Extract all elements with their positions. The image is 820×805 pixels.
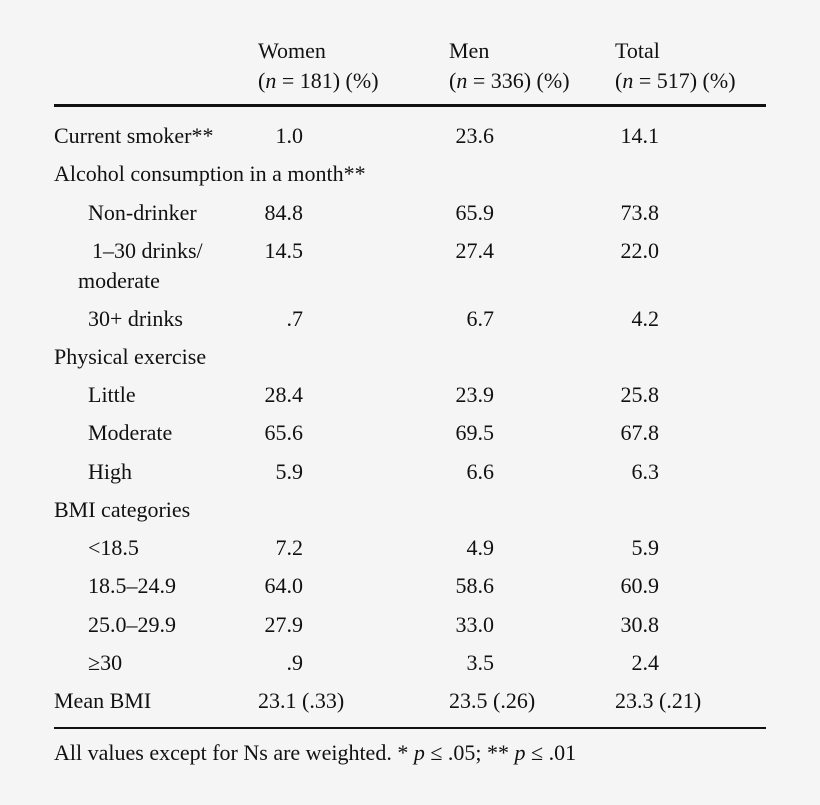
header-total: Total (n = 517) (%)	[615, 36, 736, 96]
table-row: ≥30 .9 3.5 2.4	[0, 644, 820, 682]
cell-men: 6.7	[466, 306, 495, 331]
cell-men: 23.5 (.26)	[449, 688, 536, 713]
row-label: <18.5	[88, 535, 139, 560]
row-label: ≥30	[88, 650, 123, 675]
cell-women: .7	[286, 306, 304, 331]
top-rule	[54, 104, 766, 107]
header-title: Women	[258, 38, 326, 63]
cell-women: 14.5	[264, 238, 304, 263]
cell-total: 4.2	[631, 306, 660, 331]
header-men: Men (n = 336) (%)	[449, 36, 570, 96]
header-n: (n = 181) (%)	[258, 68, 379, 93]
cell-women: 84.8	[264, 200, 304, 225]
cell-total: 2.4	[631, 650, 660, 675]
cell-men: 23.6	[455, 123, 495, 148]
cell-total: 25.8	[620, 382, 660, 407]
cell-men: 69.5	[455, 420, 495, 445]
cell-men: 33.0	[455, 612, 495, 637]
cell-total: 73.8	[620, 200, 660, 225]
cell-women: 7.2	[275, 535, 304, 560]
row-label: Non-drinker	[88, 200, 197, 225]
row-label: Alcohol consumption in a month**	[54, 161, 366, 186]
cell-total: 30.8	[620, 612, 660, 637]
cell-total: 5.9	[631, 535, 660, 560]
header-n: (n = 336) (%)	[449, 68, 570, 93]
cell-women: 1.0	[275, 123, 304, 148]
footnote: All values except for Ns are weighted. *…	[54, 740, 577, 765]
row-label: Mean BMI	[54, 688, 152, 713]
row-label: 25.0–29.9	[88, 612, 176, 637]
cell-men: 27.4	[455, 238, 495, 263]
cell-women: 28.4	[264, 382, 304, 407]
row-label: Current smoker**	[54, 123, 214, 148]
row-label: Moderate	[88, 420, 173, 445]
header-women: Women (n = 181) (%)	[258, 36, 379, 96]
table-row: Non-drinker 84.8 65.9 73.8	[0, 194, 820, 232]
cell-total: 6.3	[631, 459, 660, 484]
row-label: 1–30 drinks/moderate	[78, 238, 203, 293]
cell-men: 23.9	[455, 382, 495, 407]
table-row: Alcohol consumption in a month**	[0, 155, 820, 193]
table-header: Women (n = 181) (%) Men (n = 336) (%) To…	[0, 36, 820, 96]
cell-men: 3.5	[466, 650, 495, 675]
table-row: 1–30 drinks/moderate 14.5 27.4 22.0	[0, 232, 820, 293]
header-title: Men	[449, 38, 490, 63]
cell-total: 60.9	[620, 573, 660, 598]
cell-total: 23.3 (.21)	[615, 688, 702, 713]
table-row: <18.5 7.2 4.9 5.9	[0, 529, 820, 567]
cell-women: 5.9	[275, 459, 304, 484]
table-row: 30+ drinks .7 6.7 4.2	[0, 300, 820, 338]
bottom-rule	[54, 727, 766, 729]
cell-men: 4.9	[466, 535, 495, 560]
table-row: High 5.9 6.6 6.3	[0, 453, 820, 491]
cell-men: 65.9	[455, 200, 495, 225]
cell-women: 23.1 (.33)	[258, 688, 345, 713]
cell-men: 6.6	[466, 459, 495, 484]
cell-total: 67.8	[620, 420, 660, 445]
header-title: Total	[615, 38, 660, 63]
row-label: 30+ drinks	[88, 306, 183, 331]
row-label: Little	[88, 382, 136, 407]
row-label: High	[88, 459, 132, 484]
table-row: 25.0–29.9 27.9 33.0 30.8	[0, 606, 820, 644]
table-row: 18.5–24.9 64.0 58.6 60.9	[0, 567, 820, 605]
table-row: Current smoker** 1.0 23.6 14.1	[0, 117, 820, 155]
table-row: Moderate 65.6 69.5 67.8	[0, 414, 820, 452]
cell-women: 27.9	[264, 612, 304, 637]
table-row: Little 28.4 23.9 25.8	[0, 376, 820, 414]
cell-total: 22.0	[620, 238, 660, 263]
cell-women: .9	[286, 650, 304, 675]
cell-total: 14.1	[620, 123, 660, 148]
cell-men: 58.6	[455, 573, 495, 598]
cell-women: 65.6	[264, 420, 304, 445]
row-label: Physical exercise	[54, 344, 207, 369]
table-row: Physical exercise	[0, 338, 820, 376]
row-label: 18.5–24.9	[88, 573, 176, 598]
cell-women: 64.0	[264, 573, 304, 598]
table-row: Mean BMI 23.1 (.33) 23.5 (.26) 23.3 (.21)	[0, 682, 820, 720]
header-n: (n = 517) (%)	[615, 68, 736, 93]
table-row: BMI categories	[0, 491, 820, 529]
row-label: BMI categories	[54, 497, 191, 522]
